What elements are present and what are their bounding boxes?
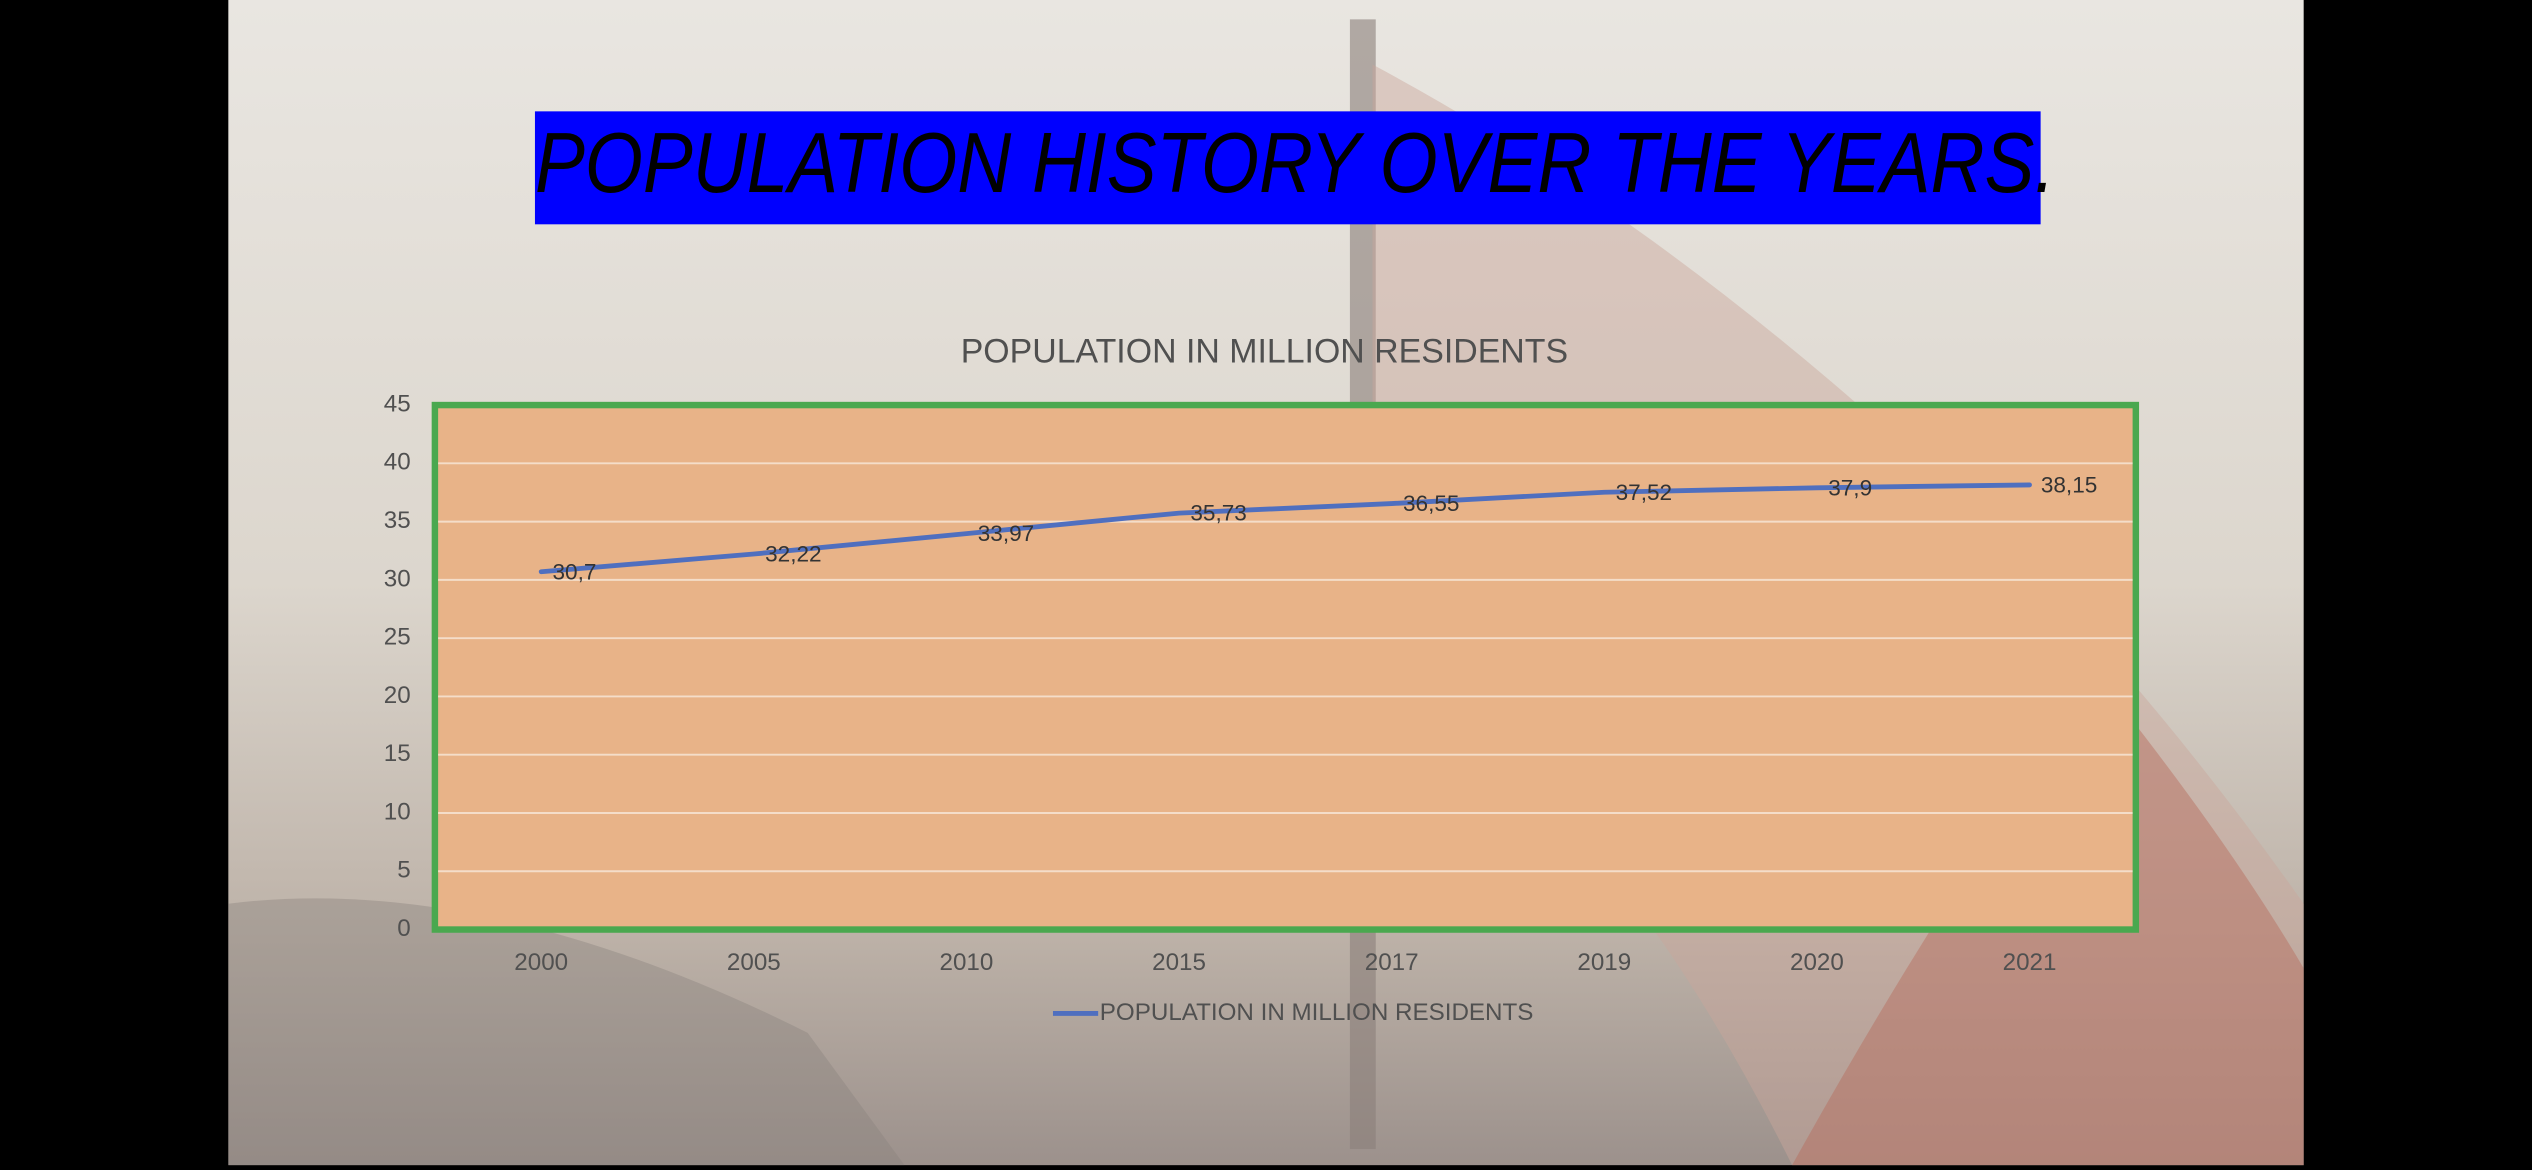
y-tick-label: 25 (384, 624, 411, 651)
legend-label: POPULATION IN MILLION RESIDENTS (1100, 999, 1534, 1026)
x-tick-label: 2017 (1365, 949, 1419, 976)
y-tick-label: 5 (397, 857, 410, 884)
hills (228, 898, 905, 1166)
data-line (538, 482, 2032, 575)
y-tick-label: 0 (397, 915, 410, 942)
x-tick-label: 2005 (727, 949, 781, 976)
y-tick-label: 35 (384, 507, 411, 534)
data-label: 33,97 (978, 521, 1035, 546)
data-label: 36,55 (1403, 491, 1460, 516)
x-tick-label: 2019 (1577, 949, 1631, 976)
x-tick-label: 2015 (1152, 949, 1206, 976)
data-label: 35,73 (1190, 501, 1247, 526)
y-tick-label: 15 (384, 740, 411, 767)
x-tick-label: 2000 (514, 949, 568, 976)
data-label: 37,52 (1616, 480, 1673, 505)
slide-title: POPULATION HISTORY OVER THE YEARS. (535, 116, 2055, 211)
title-highlight (534, 111, 2041, 225)
data-label: 30,7 (553, 559, 597, 584)
data-label: 32,22 (765, 542, 822, 567)
y-tick-label: 30 (384, 565, 411, 592)
x-tick-label: 2020 (1790, 949, 1844, 976)
y-tick-label: 40 (384, 449, 411, 476)
data-label: 38,15 (2041, 472, 2098, 497)
x-tick-label: 2010 (940, 949, 994, 976)
x-tick-label: 2021 (2003, 949, 2057, 976)
data-label: 37,9 (1828, 475, 1872, 500)
y-tick-label: 45 (384, 390, 411, 417)
y-tick-label: 10 (384, 798, 411, 825)
chart-title: POPULATION IN MILLION RESIDENTS (961, 332, 1568, 370)
y-tick-label: 20 (384, 682, 411, 709)
plot-area (431, 401, 2140, 933)
